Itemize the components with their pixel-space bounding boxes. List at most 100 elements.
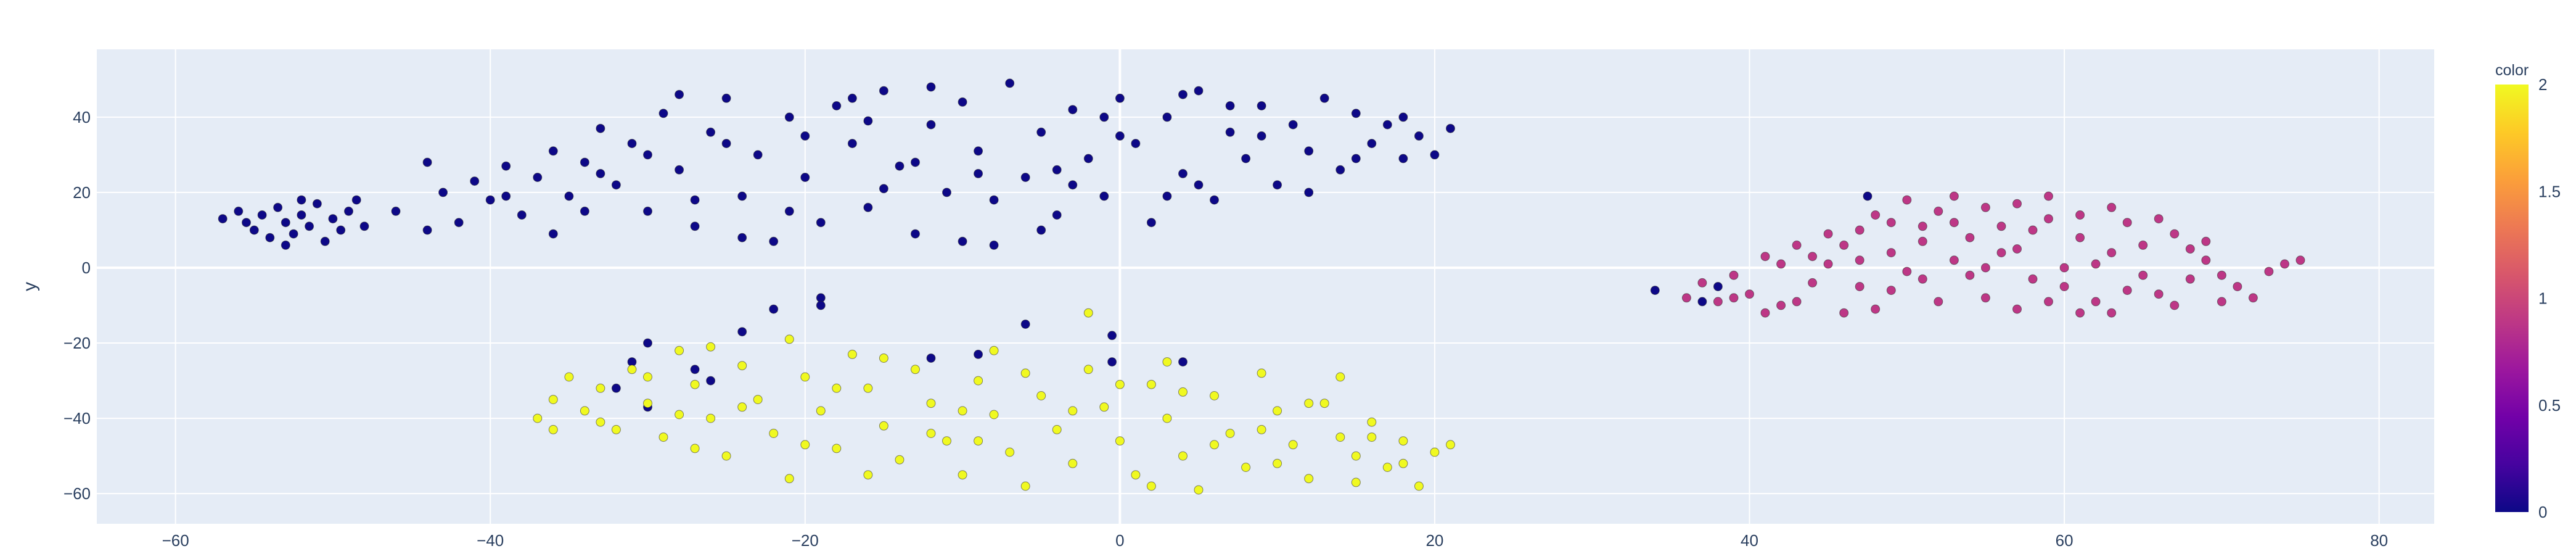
- data-point-series-1: [2012, 244, 2022, 254]
- data-point-series-2: [706, 413, 716, 423]
- data-point-series-0: [485, 195, 495, 205]
- data-point-series-1: [2107, 202, 2117, 212]
- data-point-series-0: [580, 206, 589, 216]
- data-point-series-1: [2295, 255, 2305, 265]
- data-point-series-0: [218, 214, 228, 224]
- data-point-series-1: [1713, 297, 1723, 307]
- data-point-series-0: [1241, 154, 1251, 163]
- data-point-series-2: [1367, 432, 1377, 442]
- x-tick-label: −60: [162, 531, 189, 550]
- data-point-series-0: [1194, 86, 1204, 96]
- data-point-series-0: [863, 116, 873, 126]
- data-point-series-2: [1335, 432, 1345, 442]
- data-point-series-2: [863, 383, 873, 393]
- data-point-series-0: [265, 233, 275, 242]
- colorbar-title: color: [2495, 62, 2529, 79]
- data-point-series-0: [1162, 191, 1172, 201]
- data-point-series-2: [690, 444, 700, 453]
- data-point-series-0: [721, 93, 731, 103]
- data-point-series-2: [1351, 478, 1361, 487]
- data-point-series-0: [1446, 123, 1455, 133]
- data-point-series-0: [974, 168, 983, 178]
- data-point-series-0: [273, 202, 283, 212]
- data-point-series-0: [690, 195, 700, 205]
- data-point-series-0: [1131, 139, 1141, 149]
- data-point-series-1: [1918, 221, 1927, 231]
- data-point-series-0: [706, 127, 716, 137]
- data-point-series-1: [2201, 236, 2211, 246]
- data-point-series-1: [1792, 240, 1802, 250]
- data-point-series-2: [942, 436, 951, 446]
- data-point-series-0: [800, 173, 810, 182]
- data-point-series-0: [1178, 89, 1188, 99]
- data-point-series-0: [1257, 131, 1266, 141]
- data-point-series-1: [1745, 289, 1754, 299]
- data-point-series-1: [1839, 240, 1849, 250]
- data-point-series-0: [643, 206, 652, 216]
- data-point-series-1: [1965, 270, 1975, 280]
- data-point-series-1: [2028, 225, 2038, 235]
- data-point-series-2: [926, 429, 936, 438]
- data-point-series-2: [832, 383, 842, 393]
- data-point-series-0: [769, 236, 779, 246]
- data-point-series-2: [784, 474, 794, 484]
- data-point-series-1: [1776, 300, 1786, 310]
- data-point-series-1: [2044, 191, 2053, 201]
- y-tick-label: −60: [64, 484, 91, 503]
- data-point-series-0: [234, 206, 244, 216]
- data-point-series-2: [800, 440, 810, 450]
- data-point-series-0: [911, 229, 920, 239]
- data-point-series-2: [1083, 365, 1093, 374]
- data-point-series-1: [2154, 214, 2164, 224]
- data-point-series-1: [1776, 259, 1786, 269]
- x-tick-label: 40: [1741, 531, 1758, 550]
- data-point-series-1: [1760, 252, 1770, 262]
- data-point-series-1: [2012, 199, 2022, 209]
- data-point-series-2: [675, 410, 684, 420]
- data-point-series-2: [1005, 447, 1015, 457]
- data-point-series-0: [1304, 188, 1314, 197]
- data-point-series-0: [1099, 191, 1109, 201]
- data-point-series-1: [2059, 263, 2069, 273]
- colorbar-tick-label: 0.5: [2538, 396, 2561, 415]
- data-point-series-0: [1210, 195, 1219, 205]
- x-tick-label: 60: [2056, 531, 2074, 550]
- data-point-series-2: [1398, 458, 1408, 468]
- data-point-series-2: [706, 342, 716, 352]
- x-tick-label: 20: [1425, 531, 1443, 550]
- data-point-series-2: [1288, 440, 1298, 450]
- data-point-series-1: [2201, 255, 2211, 265]
- data-point-series-0: [737, 327, 747, 337]
- data-point-series-2: [1146, 481, 1156, 491]
- data-point-series-0: [753, 150, 763, 160]
- data-point-series-0: [1107, 357, 1117, 367]
- data-point-series-0: [989, 240, 999, 250]
- data-point-series-1: [2185, 274, 2195, 284]
- data-point-series-0: [1351, 109, 1361, 118]
- data-point-series-0: [1288, 120, 1298, 130]
- data-point-series-0: [596, 123, 605, 133]
- data-point-series-2: [643, 399, 652, 408]
- data-point-series-2: [1319, 399, 1329, 408]
- data-point-series-2: [1304, 474, 1314, 484]
- data-point-series-2: [832, 444, 842, 453]
- data-point-series-1: [2107, 248, 2117, 258]
- data-point-series-1: [2264, 267, 2274, 276]
- data-point-series-2: [769, 429, 779, 438]
- data-point-series-2: [1367, 417, 1377, 427]
- data-point-series-1: [1934, 297, 1943, 307]
- data-point-series-1: [2012, 304, 2022, 314]
- data-point-series-1: [1792, 297, 1802, 307]
- data-point-series-0: [1036, 225, 1046, 235]
- data-point-series-0: [1115, 93, 1125, 103]
- data-point-series-2: [1162, 413, 1172, 423]
- colorbar-tick-label: 0: [2538, 503, 2547, 521]
- data-point-series-2: [737, 361, 747, 371]
- data-point-series-1: [1918, 274, 1927, 284]
- data-point-series-2: [895, 455, 904, 465]
- data-point-series-2: [596, 383, 605, 393]
- plot-area: [97, 49, 2434, 524]
- data-point-series-2: [816, 406, 826, 416]
- data-point-series-2: [643, 372, 652, 382]
- data-point-series-0: [1225, 101, 1235, 110]
